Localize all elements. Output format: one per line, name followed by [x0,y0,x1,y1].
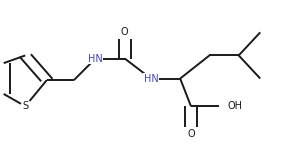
Text: O: O [187,129,195,139]
Text: S: S [22,101,28,111]
Text: HN: HN [88,54,103,63]
Text: O: O [121,27,128,37]
Text: OH: OH [228,101,243,111]
Text: HN: HN [144,74,158,83]
